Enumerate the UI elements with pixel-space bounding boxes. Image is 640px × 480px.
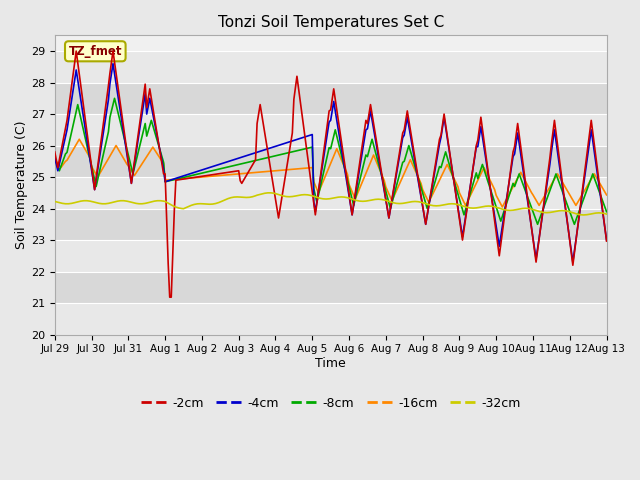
Y-axis label: Soil Temperature (C): Soil Temperature (C) (15, 120, 28, 249)
Legend: -2cm, -4cm, -8cm, -16cm, -32cm: -2cm, -4cm, -8cm, -16cm, -32cm (136, 392, 525, 415)
Bar (55, 208, 607, 240)
Bar (55, 145, 607, 177)
Bar (55, 272, 607, 303)
Bar (55, 303, 607, 335)
Title: Tonzi Soil Temperatures Set C: Tonzi Soil Temperatures Set C (218, 15, 444, 30)
Bar (55, 83, 607, 114)
Bar (55, 240, 607, 272)
X-axis label: Time: Time (316, 357, 346, 370)
Bar (55, 51, 607, 83)
Bar (55, 114, 607, 145)
Bar (55, 177, 607, 208)
Text: TZ_fmet: TZ_fmet (68, 45, 122, 58)
